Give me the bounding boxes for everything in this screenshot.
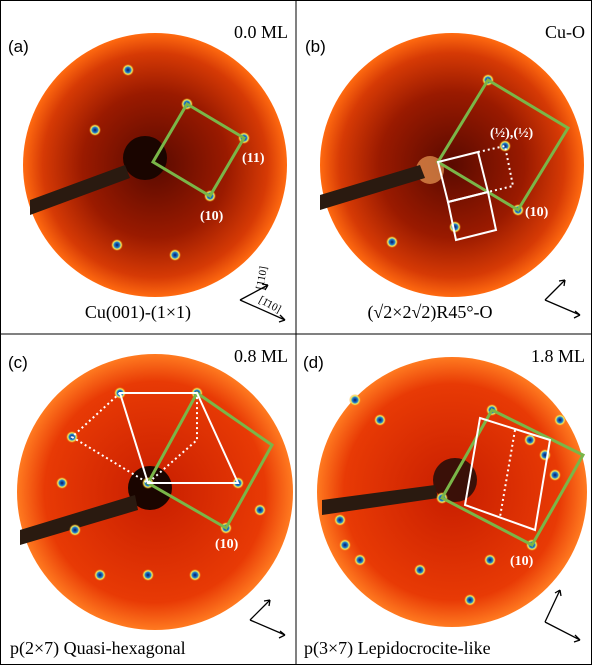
spot [464,594,476,606]
panel-caption: p(3×7) Lepidocrocite-like [304,638,491,659]
spot [189,569,201,581]
spot-label: (10) [525,205,549,220]
spot [484,554,496,566]
panel-header: 0.8 ML [234,346,288,366]
arrow [250,600,285,638]
leed-screens [17,33,587,630]
spot [169,249,181,261]
spot-label: (11) [242,151,265,166]
spot [122,64,134,76]
panel-header: Cu-O [545,22,585,42]
spot [69,524,81,536]
holder [123,136,167,180]
direction-label: [1̄10] [257,294,283,316]
panel-header: 1.8 ML [531,346,585,366]
spot [339,539,351,551]
spot [349,394,361,406]
spot [554,414,566,426]
spot-label: (½),(½) [490,126,533,141]
panel-label: (c) [8,353,28,372]
spot [111,239,123,251]
spot-label: (10) [200,209,224,224]
spot [94,569,106,581]
spot [334,514,346,526]
spot [354,554,366,566]
spot [89,124,101,136]
panel-label: (a) [8,37,29,56]
spot [374,414,386,426]
spot [414,564,426,576]
panel-header: 0.0 ML [234,22,288,42]
arrow [545,590,580,642]
spot [142,569,154,581]
spot [386,236,398,248]
panel-label: (d) [303,353,324,372]
figure: (a) 0.0 ML Cu(001)-(1×1) (11) (10) [110]… [0,0,592,665]
panel-caption: p(2×7) Quasi-hexagonal [10,638,186,659]
spot [549,469,561,481]
spot-label: (10) [215,537,239,552]
spot [56,477,68,489]
panel-caption: Cu(001)-(1×1) [85,302,191,323]
spot-label: (10) [510,554,534,569]
spot [254,504,266,516]
panel-caption: (√2×2√2)R45°-O [367,302,492,323]
panel-label: (b) [305,37,326,56]
arrow [545,280,580,318]
